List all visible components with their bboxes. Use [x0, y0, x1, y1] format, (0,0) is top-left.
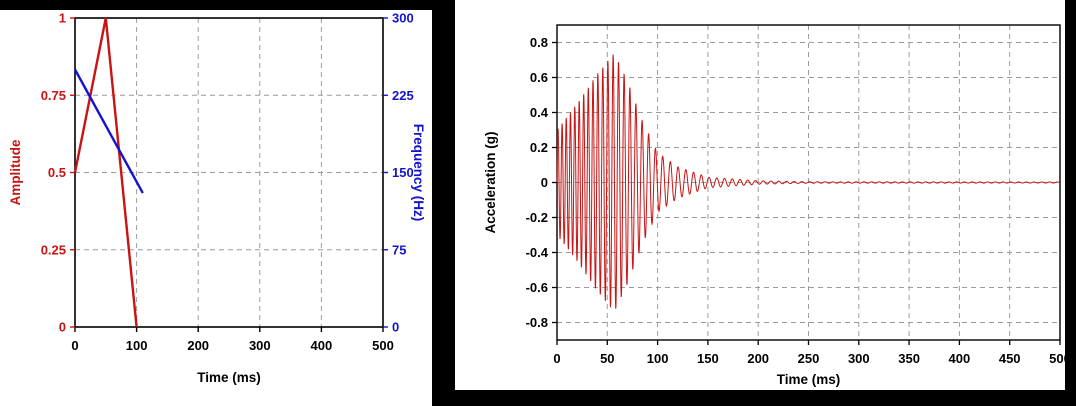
amplitude-frequency-chart: 0 100 200 300 400 500 0 0.25 0.5 0.75 1 0 75 150 225 30… [8, 11, 426, 386]
right-tick-label: 300 [392, 11, 414, 26]
x-tick-label: 400 [311, 338, 333, 353]
y-tick-label: 0 [541, 175, 548, 190]
left-tick-label: 0.25 [41, 242, 66, 257]
x-tick-label: 50 [600, 351, 614, 366]
y-tick-label: 0.4 [530, 105, 549, 120]
x-tick-label: 200 [187, 338, 209, 353]
x-tick-label: 400 [949, 351, 971, 366]
pulse-definition-panel: 0 100 200 300 400 500 0 0.25 0.5 0.75 1 0 75 150 225 30… [0, 10, 432, 406]
y-tick-label: 0.6 [530, 70, 548, 85]
x-tick-label: 300 [848, 351, 870, 366]
y-tick-label: -0.4 [526, 245, 549, 260]
left-tick-label: 0.5 [48, 165, 66, 180]
right-axis-title: Frequency (Hz) [411, 124, 426, 222]
x-tick-label: 0 [553, 351, 560, 366]
x-tick-label: 100 [126, 338, 148, 353]
x-tick-label: 300 [249, 338, 271, 353]
x-tick-label: 250 [798, 351, 820, 366]
y-tick-label: 0.2 [530, 140, 548, 155]
left-tick-label: 0 [59, 320, 66, 335]
y-tick-label: 0.8 [530, 35, 548, 50]
x-tick-label: 0 [71, 338, 78, 353]
x-tick-label: 200 [747, 351, 769, 366]
amplitude-envelope [73, 17, 138, 328]
y-axis-title: Acceleration (g) [483, 131, 498, 233]
acceleration-time-chart: 0 50 100 150 200 250 300 350 400 450 500 -0.8 -0.6 -0… [483, 24, 1071, 387]
left-tick-label: 1 [59, 11, 66, 26]
right-tick-label: 150 [392, 165, 414, 180]
right-tick-label: 225 [392, 88, 414, 103]
left-tick-label: 0.75 [41, 88, 66, 103]
right-tick-label: 0 [392, 320, 399, 335]
x-tick-label: 500 [372, 338, 394, 353]
y-tick-label: -0.8 [526, 315, 548, 330]
x-tick-label: 450 [999, 351, 1021, 366]
acceleration-waveform [556, 54, 1061, 309]
x-tick-label: 350 [898, 351, 920, 366]
right-tick-label: 75 [392, 242, 406, 257]
x-tick-label: 100 [647, 351, 669, 366]
left-axis-title: Amplitude [8, 139, 23, 205]
x-axis-title: Time (ms) [777, 372, 841, 387]
frequency-sweep [73, 68, 144, 194]
x-tick-label: 500 [1049, 351, 1065, 366]
x-tick-label: 150 [697, 351, 719, 366]
y-tick-label: -0.2 [526, 210, 548, 225]
acceleration-panel: 0 50 100 150 200 250 300 350 400 450 500 -0.8 -0.6 -0… [455, 0, 1071, 390]
y-tick-label: -0.6 [526, 280, 548, 295]
x-axis-title: Time (ms) [197, 370, 261, 385]
